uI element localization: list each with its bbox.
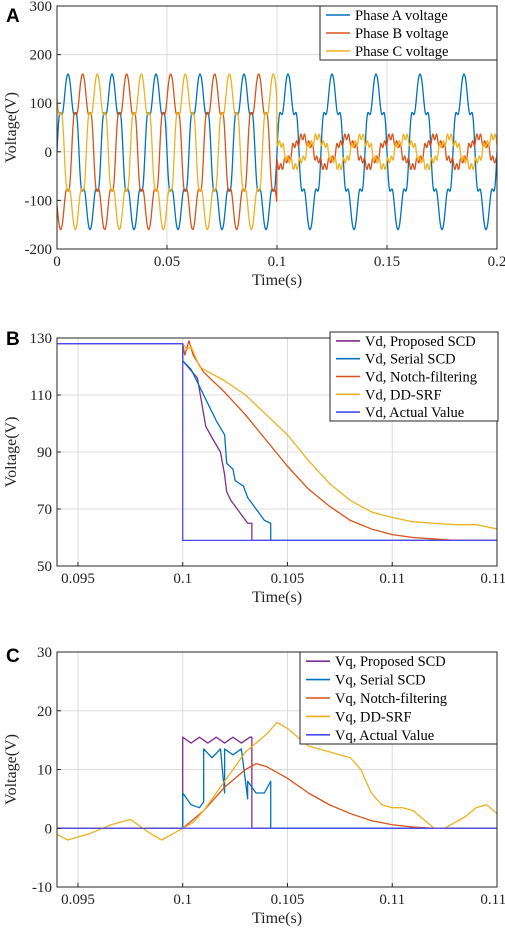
legend: Phase A voltage Phase B voltage Phase C vo… (319, 5, 498, 61)
legend-box (299, 651, 498, 745)
x-axis-label: Time(s) (252, 910, 302, 927)
x-axis-label: Time(s) (252, 589, 302, 606)
x-tick-label: 0.095 (61, 571, 95, 587)
legend-entry: Vq, Notch-filtering (335, 691, 447, 707)
legend-entry: Vd, Serial SCD (365, 352, 456, 368)
series-line-phase-b-voltage (57, 73, 497, 231)
legend: Vd, Proposed SCD Vd, Serial SCD Vd, Notch-… (329, 331, 499, 422)
legend-entry: Vd, Notch-filtering (365, 370, 477, 386)
legend: Vq, Proposed SCD Vq, Serial SCD Vq, Notch-… (299, 651, 498, 745)
legend-entry: Vq, DD-SRF (335, 709, 412, 725)
x-tick-label: 0 (53, 254, 61, 270)
y-tick-label: 110 (30, 388, 52, 404)
y-tick-label: 70 (37, 502, 52, 518)
x-tick-label: 0.115 (480, 571, 505, 587)
y-tick-label: 200 (30, 48, 53, 64)
plot-panel-b: 0.095 0.1 0.105 0.11 0.115 50 70 90 110 130 Time(s… (3, 331, 505, 606)
y-tick-label: 100 (30, 96, 53, 112)
legend-entry: Vd, Actual Value (365, 405, 464, 421)
y-axis-label: Voltage(V) (3, 417, 20, 488)
y-tick-label: -10 (32, 880, 52, 896)
y-tick-label: -100 (25, 193, 53, 209)
x-tick-label: 0.11 (379, 892, 405, 908)
y-tick-label: 30 (37, 645, 52, 661)
panel-label-b: B (6, 329, 20, 350)
x-tick-label: 0.1 (268, 254, 287, 270)
y-tick-label: 50 (37, 559, 52, 575)
legend-entry: Vd, DD-SRF (365, 387, 442, 403)
x-tick-label: 0.05 (154, 254, 180, 270)
y-tick-label: 90 (37, 445, 52, 461)
y-tick-label: 0 (45, 821, 53, 837)
plot-panel-c: 0.095 0.1 0.105 0.11 0.115 -10 0 10 20 30 Time(s) V… (3, 645, 505, 927)
series-line-vq-proposed-scd (57, 736, 497, 829)
y-tick-label: -200 (25, 242, 53, 258)
series-line-vq-serial-scd (57, 748, 497, 829)
y-tick-label: 0 (45, 145, 53, 161)
legend-entry: Phase A voltage (355, 8, 448, 24)
y-tick-label: 10 (37, 763, 52, 779)
series-line-phase-c-voltage (57, 73, 497, 231)
legend-entry: Phase B voltage (355, 26, 448, 42)
x-tick-label: 0.1 (173, 571, 192, 587)
x-tick-label: 0.115 (480, 892, 505, 908)
series-line-vq-notch-filtering (57, 762, 497, 829)
series-line-phase-a-voltage (57, 73, 497, 231)
y-axis-label: Voltage(V) (3, 734, 20, 805)
series-line-vd-actual-value (57, 343, 497, 541)
legend-entry: Vq, Actual Value (335, 728, 434, 744)
panel-label-a: A (6, 6, 20, 27)
x-tick-label: 0.15 (374, 254, 400, 270)
plot-panel-a: 0 0.05 0.1 0.15 0.2 -200 -100 0 100 200 300 Time(s)… (3, 0, 505, 289)
x-tick-label: 0.1 (173, 892, 192, 908)
x-tick-label: 0.105 (271, 571, 305, 587)
x-axis-label: Time(s) (252, 272, 302, 289)
legend-entry: Vq, Serial SCD (335, 673, 426, 689)
y-axis-label: Voltage(V) (3, 92, 20, 163)
series-line-vd-serial-scd (57, 343, 497, 541)
series-line-vd-dd-srf (57, 343, 497, 530)
panel-label-c: C (6, 646, 20, 667)
x-tick-label: 0.2 (488, 254, 505, 270)
x-tick-label: 0.105 (271, 892, 305, 908)
legend-entry: Phase C voltage (355, 44, 448, 60)
y-tick-label: 300 (30, 0, 53, 15)
legend-entry: Vd, Proposed SCD (365, 334, 476, 350)
y-tick-label: 20 (37, 704, 52, 720)
y-tick-label: 130 (30, 331, 53, 347)
legend-entry: Vq, Proposed SCD (335, 654, 446, 670)
x-tick-label: 0.11 (379, 571, 405, 587)
x-tick-label: 0.095 (61, 892, 95, 908)
series-line-vd-notch-filtering (57, 340, 497, 541)
